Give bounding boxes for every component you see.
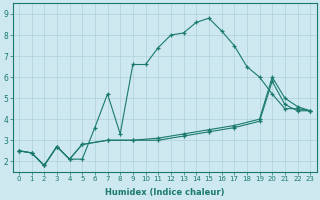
X-axis label: Humidex (Indice chaleur): Humidex (Indice chaleur) [105, 188, 224, 197]
